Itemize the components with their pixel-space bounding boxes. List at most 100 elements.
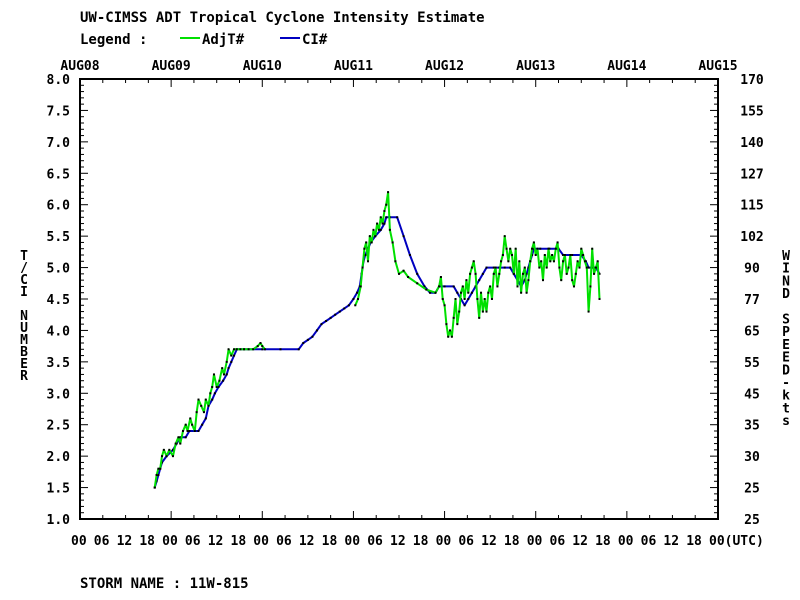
- y-tick-label-right: 25: [744, 513, 760, 528]
- data-point-adjt: [204, 398, 207, 401]
- data-point-adjt: [439, 276, 442, 278]
- data-point-ci: [225, 373, 228, 376]
- data-point-ci: [416, 272, 419, 275]
- data-point-adjt: [593, 272, 596, 275]
- data-point-adjt: [450, 335, 453, 338]
- data-point-adjt: [536, 247, 539, 250]
- data-point-adjt: [532, 241, 535, 244]
- data-point-ci: [306, 338, 309, 341]
- y-axis-label-left-char: R: [20, 369, 28, 384]
- data-point-ci: [325, 320, 328, 322]
- data-point-adjt: [582, 254, 585, 256]
- series-line-adjt: [354, 191, 601, 338]
- data-point-adjt: [441, 298, 444, 300]
- data-point-adjt: [589, 285, 592, 288]
- data-point-adjt: [387, 191, 390, 194]
- data-point-ci: [347, 304, 350, 307]
- data-point-ci: [197, 430, 200, 432]
- data-point-adjt: [191, 423, 194, 426]
- data-point-ci: [201, 423, 204, 426]
- data-point-adjt: [480, 291, 483, 294]
- data-point-adjt: [567, 266, 570, 269]
- data-point-adjt: [556, 241, 559, 244]
- data-point-adjt: [264, 348, 267, 351]
- data-point-adjt: [184, 423, 187, 426]
- x-tick-label-date: AUG10: [243, 59, 282, 74]
- data-point-adjt: [587, 310, 590, 313]
- data-point-ci: [402, 235, 405, 238]
- y-axis-label-right-char: D: [782, 287, 790, 302]
- data-point-adjt: [505, 247, 508, 250]
- y-tick-label-left: 8.0: [47, 73, 71, 88]
- x-tick-label-hour: 18: [413, 534, 429, 549]
- data-point-adjt: [200, 404, 203, 407]
- x-tick-label-date: AUG13: [516, 59, 555, 74]
- y-tick-label-left: 5.5: [47, 230, 70, 245]
- y-axis-label-left-char: T: [20, 249, 28, 264]
- data-point-adjt: [534, 254, 537, 256]
- data-point-ci: [179, 436, 182, 439]
- data-point-adjt: [552, 260, 555, 263]
- data-point-ci: [571, 254, 574, 256]
- y-tick-label-left: 3.0: [47, 387, 71, 402]
- data-point-adjt: [543, 254, 546, 256]
- data-point-adjt: [591, 247, 594, 250]
- data-point-adjt: [507, 260, 510, 263]
- data-point-ci: [456, 291, 459, 294]
- data-point-ci: [525, 272, 528, 275]
- legend-item-adjt: AdjT#: [202, 32, 245, 48]
- data-point-adjt: [168, 448, 171, 451]
- y-axis-label-right-char: t: [782, 401, 790, 416]
- data-point-adjt: [177, 436, 180, 439]
- data-point-adjt: [165, 455, 168, 458]
- data-point-adjt: [487, 291, 490, 294]
- data-point-adjt: [197, 398, 200, 401]
- data-point-ci: [222, 379, 225, 382]
- data-point-adjt: [363, 247, 366, 250]
- data-point-adjt: [221, 367, 224, 370]
- y-tick-label-left: 7.0: [47, 136, 71, 151]
- data-point-adjt: [359, 285, 362, 288]
- data-point-ci: [211, 398, 214, 401]
- data-point-adjt: [189, 417, 192, 420]
- data-point-adjt: [459, 291, 462, 294]
- data-point-adjt: [398, 272, 400, 275]
- data-point-adjt: [478, 316, 481, 319]
- data-point-ci: [334, 313, 337, 316]
- y-axis-label-right-char: N: [782, 274, 790, 289]
- x-tick-label-hour: 18: [686, 534, 702, 549]
- data-point-ci: [562, 254, 565, 256]
- data-point-adjt: [438, 285, 441, 288]
- y-axis-label-right-char: D: [782, 363, 790, 378]
- data-point-adjt: [155, 474, 158, 476]
- y-tick-label-right: 140: [740, 136, 764, 151]
- data-point-adjt: [560, 279, 563, 282]
- y-tick-label-right: 35: [744, 419, 760, 434]
- data-point-adjt: [562, 260, 565, 263]
- data-point-adjt: [212, 373, 215, 376]
- data-point-adjt: [367, 260, 370, 263]
- data-point-adjt: [549, 260, 552, 263]
- data-point-ci: [233, 354, 236, 357]
- legend: Legend : AdjT# CI#: [80, 32, 328, 48]
- data-point-ci: [188, 430, 191, 432]
- data-point-adjt: [580, 247, 583, 250]
- data-point-adjt: [381, 222, 384, 225]
- data-point-adjt: [476, 298, 479, 300]
- data-point-adjt: [481, 310, 484, 313]
- data-point-adjt: [223, 373, 226, 376]
- data-point-ci: [428, 291, 431, 294]
- data-point-adjt: [227, 348, 230, 351]
- data-point-adjt: [153, 486, 156, 489]
- data-point-adjt: [529, 260, 532, 263]
- x-tick-label-hour: 06: [458, 534, 474, 549]
- x-tick-label-date: AUG14: [607, 59, 646, 74]
- series-lines: [153, 191, 601, 489]
- data-point-adjt: [372, 228, 375, 231]
- data-point-adjt: [218, 379, 221, 382]
- data-point-adjt: [474, 272, 477, 275]
- x-tick-label-hour: 06: [641, 534, 657, 549]
- x-tick-label-date: AUG09: [152, 59, 191, 74]
- data-point-adjt: [576, 260, 579, 263]
- data-point-adjt: [365, 241, 368, 244]
